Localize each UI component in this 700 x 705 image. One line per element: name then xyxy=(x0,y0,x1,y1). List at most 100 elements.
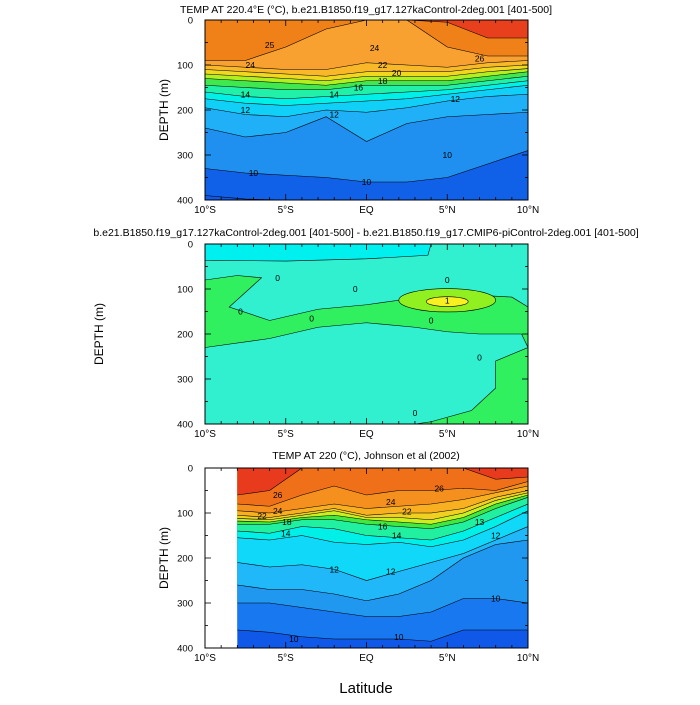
contour-label: 0 xyxy=(413,408,418,418)
contour-label: 14 xyxy=(329,89,339,99)
y-tick-label: 0 xyxy=(188,464,193,475)
panel-title: TEMP AT 220 (°C), Johnson et al (2002) xyxy=(272,450,459,462)
contour-label: 0 xyxy=(353,284,358,294)
isotherm-line-18 xyxy=(237,494,528,525)
x-tick-label: 10°N xyxy=(517,205,539,216)
isotherm-line-9 xyxy=(237,629,528,642)
isotherm-line-9 xyxy=(205,195,528,200)
y-tick-label: 400 xyxy=(177,644,193,655)
x-tick-label: 5°N xyxy=(439,429,456,440)
contour-label: 12 xyxy=(491,531,501,541)
y-tick-label: 0 xyxy=(188,16,193,27)
contour-label: 13 xyxy=(475,517,485,527)
y-tick-label: 200 xyxy=(177,554,193,565)
x-tick-label: 10°S xyxy=(194,653,216,664)
panel-model-temperature: TEMP AT 220.4°E (°C), b.e21.B1850.f19_g1… xyxy=(157,4,552,216)
plot-area: 25 24 26 24 22 20 18 16 14 14 12 12 12 10 10 10 xyxy=(205,20,528,200)
isotherm-line-12 xyxy=(237,526,528,581)
isotherm-line-27 xyxy=(237,468,528,496)
contour-label: 10 xyxy=(443,150,453,160)
contour-label: 12 xyxy=(329,564,339,574)
contour-label: 20 xyxy=(392,68,402,78)
isotherm-line-13 xyxy=(237,510,528,548)
isotherm-line-20 xyxy=(237,492,528,521)
isotherm-line-12 xyxy=(205,93,528,118)
contour-label: 14 xyxy=(241,89,251,99)
contour-label: 1 xyxy=(445,295,450,305)
contour-label: 26 xyxy=(434,483,444,493)
isotherm-line-24 xyxy=(237,485,528,514)
contour-label: 18 xyxy=(282,517,292,527)
y-tick-label: 200 xyxy=(177,106,193,117)
isotherm-band-26 xyxy=(205,20,528,61)
region-negative-cyan xyxy=(205,244,432,262)
contour-label: 12 xyxy=(386,567,396,577)
region-positive-green xyxy=(205,275,528,424)
contour-label: 24 xyxy=(370,43,380,53)
x-tick-label: 5°S xyxy=(278,653,295,664)
contour-label: 26 xyxy=(273,490,283,500)
x-tick-label: 5°S xyxy=(278,429,295,440)
x-tick-label: 10°S xyxy=(194,429,216,440)
region-positive-yellow xyxy=(425,296,469,307)
x-tick-label: EQ xyxy=(359,429,374,440)
contour-label: 10 xyxy=(289,634,299,644)
contour-label: 24 xyxy=(245,60,255,70)
panel-title: TEMP AT 220.4°E (°C), b.e21.B1850.f19_g1… xyxy=(180,4,552,16)
contour-label: 16 xyxy=(378,522,388,532)
y-tick-label: 400 xyxy=(177,420,193,431)
isotherm-line-10 xyxy=(205,150,528,183)
contour-label: 10 xyxy=(249,168,259,178)
y-tick-label: 400 xyxy=(177,196,193,207)
isotherm-line-26 xyxy=(237,481,528,507)
x-tick-label: 5°S xyxy=(278,205,295,216)
isotherm-line-22 xyxy=(205,64,528,77)
y-axis-label: DEPTH (m) xyxy=(92,303,106,365)
isotherm-band-27 xyxy=(237,468,528,495)
isotherm-line-13 xyxy=(205,84,528,106)
y-tick-label: 100 xyxy=(177,509,193,520)
isotherm-line-26 xyxy=(205,20,528,61)
isotherm-line-16 xyxy=(237,496,528,530)
x-tick-label: 10°N xyxy=(517,653,539,664)
panel-temperature-difference: b.e21.B1850.f19_g17.127kaControl-2deg.00… xyxy=(92,227,639,440)
y-tick-label: 0 xyxy=(188,240,193,251)
x-tick-label: 10°N xyxy=(517,429,539,440)
contour-label: 14 xyxy=(281,528,291,538)
isotherm-line-14 xyxy=(205,80,528,100)
y-tick-label: 300 xyxy=(177,375,193,386)
x-tick-label: 5°N xyxy=(439,653,456,664)
contour-label: 22 xyxy=(257,511,267,521)
y-tick-label: 300 xyxy=(177,599,193,610)
isotherm-line-24 xyxy=(205,60,528,70)
isotherm-line-10 xyxy=(237,598,528,617)
contour-label: 0 xyxy=(309,313,314,323)
isotherm-line-27 xyxy=(205,20,528,39)
contour-label: 22 xyxy=(402,507,412,517)
contour-label: 12 xyxy=(329,110,339,120)
y-tick-label: 100 xyxy=(177,285,193,296)
contour-label: 12 xyxy=(241,105,251,115)
contour-label: 0 xyxy=(275,273,280,283)
contour-label: 24 xyxy=(273,506,283,516)
contour-label: 24 xyxy=(386,497,396,507)
x-axis-label: Latitude xyxy=(339,680,392,697)
contour-label: 18 xyxy=(378,76,388,86)
contour-label: 12 xyxy=(451,94,461,104)
contour-label: 14 xyxy=(392,531,402,541)
x-tick-label: EQ xyxy=(359,205,374,216)
isotherm-line-16 xyxy=(205,75,528,91)
isotherm-line-18 xyxy=(205,71,528,86)
y-axis-label: DEPTH (m) xyxy=(157,79,171,141)
isotherm-line-11 xyxy=(205,111,528,142)
contour-label: 10 xyxy=(491,594,501,604)
isotherm-line-14 xyxy=(237,503,528,541)
y-tick-label: 100 xyxy=(177,61,193,72)
panel-observed-temperature: TEMP AT 220 (°C), Johnson et al (2002) D… xyxy=(157,450,539,664)
contour-label: 0 xyxy=(429,316,434,326)
panel-title: b.e21.B1850.f19_g17.127kaControl-2deg.00… xyxy=(93,227,638,239)
contour-label: 0 xyxy=(477,352,482,362)
x-tick-label: 10°S xyxy=(194,205,216,216)
isotherm-line-22 xyxy=(237,490,528,518)
